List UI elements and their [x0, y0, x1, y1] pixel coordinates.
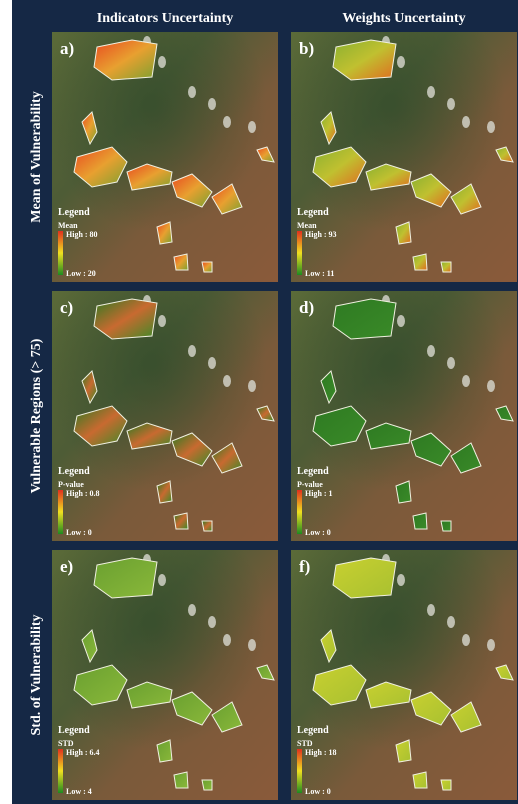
snow: [188, 345, 196, 357]
legend-bar: [297, 231, 302, 275]
region: [94, 40, 157, 80]
region: [333, 40, 396, 80]
legend-title: Legend: [297, 466, 329, 477]
map-panel: b) Legend MeanHigh : 93 Low : 11: [291, 32, 517, 282]
snow: [487, 121, 495, 133]
legend-title: Legend: [58, 466, 90, 477]
snow: [248, 121, 256, 133]
snow: [158, 56, 166, 68]
legend-variable: STD: [297, 739, 313, 748]
region: [413, 254, 427, 270]
legend-high: High : 1: [305, 489, 333, 498]
snow: [462, 116, 470, 128]
legend-high: High : 18: [305, 748, 337, 757]
map-panel: c) Legend P-valueHigh : 0.8 Low : 0: [52, 291, 278, 541]
snow: [487, 380, 495, 392]
legend-variable: STD: [58, 739, 74, 748]
legend-bar: [297, 490, 302, 534]
legend-low: Low : 11: [305, 269, 334, 278]
snow: [462, 634, 470, 646]
snow: [188, 86, 196, 98]
legend-low: Low : 4: [66, 787, 92, 796]
panel-label: e): [60, 557, 73, 576]
snow: [208, 98, 216, 110]
column-header: Indicators Uncertainty: [97, 11, 234, 26]
snow: [397, 574, 405, 586]
legend-title: Legend: [297, 207, 329, 218]
snow: [223, 375, 231, 387]
map-panel: d) Legend P-valueHigh : 1 Low : 0: [291, 291, 517, 541]
column-header: Weights Uncertainty: [342, 11, 465, 26]
legend-bar: [58, 749, 63, 793]
region: [94, 299, 157, 339]
legend-variable: Mean: [297, 221, 317, 230]
row-label: Mean of Vulnerability: [29, 91, 44, 222]
snow: [397, 315, 405, 327]
snow: [158, 315, 166, 327]
region: [202, 780, 212, 790]
region: [174, 772, 188, 788]
region: [441, 521, 451, 531]
snow: [447, 98, 455, 110]
legend-variable: P-value: [58, 480, 84, 489]
snow: [447, 616, 455, 628]
snow: [223, 116, 231, 128]
row-label: Vulnerable Regions (> 75): [29, 338, 44, 493]
legend-variable: Mean: [58, 221, 78, 230]
snow: [462, 375, 470, 387]
map-panel: f) Legend STDHigh : 18 Low : 0: [291, 550, 517, 800]
snow: [397, 56, 405, 68]
snow: [223, 634, 231, 646]
region: [174, 254, 188, 270]
snow: [487, 639, 495, 651]
region: [441, 262, 451, 272]
panel-label: a): [60, 39, 74, 58]
legend-bar: [58, 490, 63, 534]
legend-low: Low : 20: [66, 269, 96, 278]
legend-high: High : 80: [66, 230, 98, 239]
snow: [208, 357, 216, 369]
snow: [158, 574, 166, 586]
legend-high: High : 0.8: [66, 489, 100, 498]
region: [202, 521, 212, 531]
region: [413, 513, 427, 529]
snow: [208, 616, 216, 628]
row-label: Std. of Vulnerability: [29, 615, 44, 736]
panel-label: f): [299, 557, 310, 576]
legend-title: Legend: [297, 725, 329, 736]
snow: [427, 345, 435, 357]
legend-high: High : 6.4: [66, 748, 100, 757]
snow: [447, 357, 455, 369]
legend-low: Low : 0: [305, 528, 331, 537]
panel-label: c): [60, 298, 73, 317]
snow: [427, 604, 435, 616]
region: [94, 558, 157, 598]
snow: [248, 639, 256, 651]
panel-label: d): [299, 298, 314, 317]
snow: [248, 380, 256, 392]
legend-low: Low : 0: [305, 787, 331, 796]
panel-label: b): [299, 39, 314, 58]
legend-variable: P-value: [297, 480, 323, 489]
figure: Indicators Uncertainty Weights Uncertaint…: [0, 0, 518, 804]
snow: [427, 86, 435, 98]
legend-high: High : 93: [305, 230, 337, 239]
legend-low: Low : 0: [66, 528, 92, 537]
snow: [188, 604, 196, 616]
region: [441, 780, 451, 790]
region: [174, 513, 188, 529]
legend-title: Legend: [58, 207, 90, 218]
region: [333, 558, 396, 598]
region: [413, 772, 427, 788]
region: [333, 299, 396, 339]
legend-title: Legend: [58, 725, 90, 736]
legend-bar: [58, 231, 63, 275]
region: [202, 262, 212, 272]
legend-bar: [297, 749, 302, 793]
